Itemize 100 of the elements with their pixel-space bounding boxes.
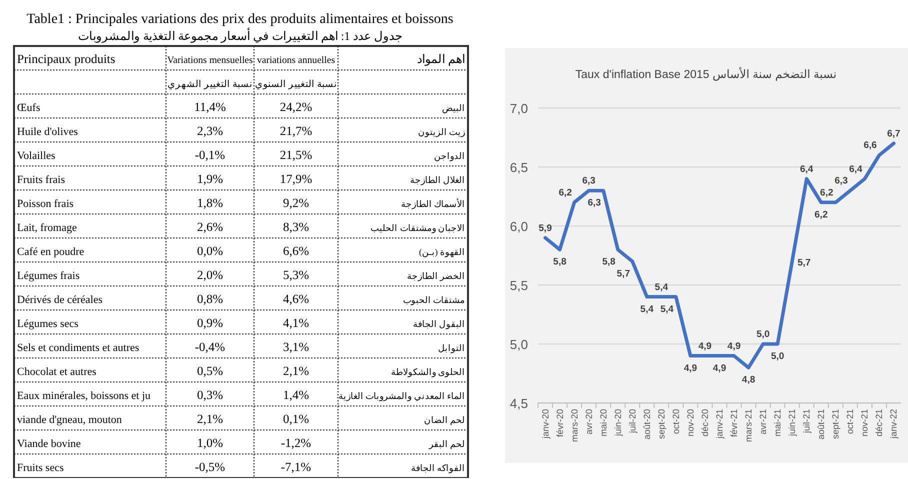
data-label: 9,2% <box>282 196 310 210</box>
text: نسبة التغيير السنوي <box>255 79 337 90</box>
data-label: 4,9 <box>712 362 726 374</box>
y-tick-label: Eaux minérales, boissons et ju <box>17 390 152 402</box>
y-tick-label: Volailles <box>17 150 56 162</box>
y2-tick-label: الاجبان ومشتقات الحليب <box>370 223 465 234</box>
data-label: 6,3 <box>588 198 601 209</box>
data-label: 2,0% <box>196 268 224 282</box>
data-label: 5,8 <box>553 256 566 268</box>
data-label: 0,5% <box>196 364 224 378</box>
y-tick-label: Lait, fromage <box>17 222 77 234</box>
x-tick-label: janv-20 <box>540 409 550 440</box>
x-tick-label: août-20 <box>642 409 652 440</box>
x-tick-label: oct-21 <box>845 409 856 434</box>
y2-tick-label: زيت الزيتون <box>418 127 465 138</box>
y2-tick-label: مشتقات الحبوب <box>402 295 465 306</box>
y-tick-label: 5,0 <box>510 337 528 352</box>
data-label: 0,8% <box>196 292 224 306</box>
data-label: 5,9 <box>538 222 552 234</box>
data-label: -1,2% <box>280 436 312 450</box>
y-tick-label: 4,5 <box>510 396 528 411</box>
data-label: 6,6% <box>282 244 310 258</box>
data-label: 6,2 <box>558 187 572 198</box>
data-label: 4,1% <box>282 316 310 330</box>
y2-tick-label: التوابل <box>438 343 465 354</box>
y-tick-label: Café en poudre <box>17 246 84 258</box>
y2-tick-label: الدواجن <box>434 151 465 162</box>
data-label: -0,4% <box>194 340 226 354</box>
y2-tick-label: لحم البقر <box>428 439 465 450</box>
x-tick-label: juil-20 <box>627 409 638 434</box>
x-tick-label: juil-21 <box>802 409 812 434</box>
y2-tick-label: الأسماك الطازجة <box>400 198 465 210</box>
x-tick-label: nov-21 <box>860 409 870 437</box>
x-tick-label: nov-20 <box>685 409 696 437</box>
y2-tick-label: الغلال الطازجة <box>410 175 465 186</box>
data-label: 8,3% <box>282 220 310 234</box>
text: اهم المواد <box>417 52 465 66</box>
x-tick-label: janv-22 <box>888 409 899 440</box>
y-tick-label: 7,0 <box>510 101 528 116</box>
y-tick-label: Huile d'olives <box>17 126 78 138</box>
data-label: 4,6% <box>282 292 310 306</box>
data-label: 11,4% <box>194 100 226 114</box>
data-label: 6,2 <box>820 187 834 198</box>
data-label: 6,2 <box>814 209 828 220</box>
x-tick-label: mars-21 <box>744 409 754 442</box>
y-tick-label: viande d'gneau, mouton <box>17 414 122 426</box>
y-tick-label: Fruits frais <box>17 174 65 186</box>
data-label: 6,6 <box>864 140 877 152</box>
x-tick-label: Variations mensuelles <box>167 55 254 66</box>
chart-title: Table1 : Principales variations des prix des produits alimentaires et boissons <box>26 12 454 27</box>
x-tick-label: juin-20 <box>612 409 623 438</box>
x-tick-label: sept-20 <box>656 409 666 440</box>
y-tick-label: 6,5 <box>510 160 528 175</box>
data-label: 0,9% <box>196 316 224 330</box>
data-label: 5,7 <box>797 257 811 268</box>
y-tick-label: Poisson frais <box>17 198 74 210</box>
text: Principaux produits <box>17 52 116 66</box>
data-label: -0,5% <box>194 460 226 474</box>
y-tick-label: Viande bovine <box>17 438 81 450</box>
x-tick-label: déc-21 <box>874 409 884 437</box>
text: نسبة التغيير الشهري <box>168 79 252 90</box>
x-tick-label: août-21 <box>816 409 826 440</box>
data-label: 21,5% <box>280 148 312 162</box>
data-label: 0,0% <box>196 244 224 258</box>
data-label: 2,1% <box>196 412 224 426</box>
x-tick-label: variations annuelles <box>256 55 336 66</box>
x-tick-label: sept-21 <box>830 409 841 440</box>
x-tick-label: mars-20 <box>569 409 580 442</box>
x-tick-label: mai-20 <box>598 409 608 437</box>
data-label: 17,9% <box>280 172 312 186</box>
x-tick-label: avr-21 <box>758 409 768 435</box>
y-tick-label: Fruits secs <box>17 462 64 474</box>
y-tick-label: Sels et condiments et autres <box>17 342 140 354</box>
data-label: 6,7 <box>887 128 900 140</box>
data-label: 1,9% <box>196 172 224 186</box>
y-tick-label: 5,5 <box>510 278 528 293</box>
data-label: 5,4 <box>654 282 669 293</box>
y2-tick-label: الفواكه الجافة <box>410 463 465 474</box>
data-label: 4,9 <box>727 340 741 352</box>
y-tick-label: Œufs <box>17 102 40 114</box>
y2-tick-label: الماء المعدني والمشروبات الغازية <box>338 391 465 402</box>
data-label: 1,8% <box>196 196 224 210</box>
chart-title: Taux d'inflation Base 2015 نسبة التضخم سنة الأساس <box>575 67 837 81</box>
data-label: 5,0 <box>770 351 784 362</box>
x-tick-label: févr-20 <box>554 409 565 438</box>
data-label: 5,3% <box>282 268 310 282</box>
x-tick-label: avr-20 <box>584 409 594 435</box>
y-tick-label: Chocolat et autres <box>17 366 96 378</box>
data-label: 4,9 <box>698 340 712 352</box>
x-tick-label: janv-21 <box>714 409 724 440</box>
data-label: 2,3% <box>196 124 224 138</box>
data-label: 5,8 <box>602 256 616 268</box>
x-tick-label: déc-20 <box>700 409 710 437</box>
y-tick-label: 6,0 <box>510 219 528 234</box>
data-label: 2,6% <box>196 220 224 234</box>
data-label: 4,8 <box>742 374 756 386</box>
chart-subtitle: جدول عدد 1: اهم التغييرات في أسعار مجموعة التغذية والمشروبات <box>78 28 402 43</box>
y-tick-label: Légumes secs <box>17 318 78 330</box>
data-label: 6,3 <box>834 176 848 187</box>
data-label: 24,2% <box>280 100 312 114</box>
